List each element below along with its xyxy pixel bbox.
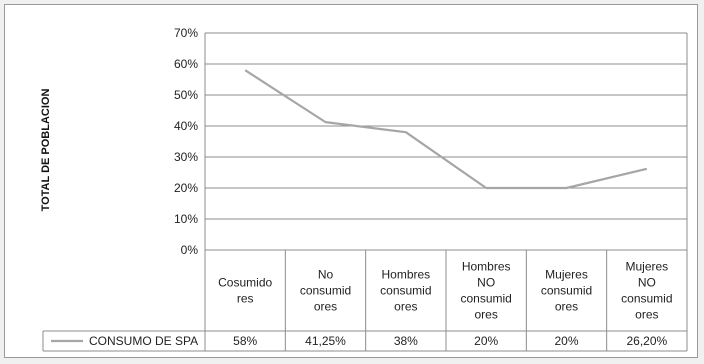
- category-label: Hombres NO consumid ores: [460, 260, 511, 322]
- chart-frame: 0% 10% 20% 30% 40% 50% 60% 70% Cosumido res No con…: [4, 4, 698, 358]
- gridlines: [205, 32, 687, 251]
- data-table-value: 20%: [474, 334, 498, 348]
- y-tick-label: 10%: [174, 212, 198, 226]
- value-labels: 58% 41,25% 38% 20% 20% 26,20%: [233, 334, 667, 348]
- series-group: [244, 69, 648, 190]
- category-label: Mujeres consumid ores: [541, 268, 592, 314]
- y-tick-label: 20%: [174, 181, 198, 195]
- y-axis-title: TOTAL DE POBLACION: [40, 89, 52, 212]
- data-table: [42, 33, 688, 352]
- category-label: No consumid ores: [300, 268, 351, 314]
- y-axis-ticks: 0% 10% 20% 30% 40% 50% 60% 70%: [174, 26, 198, 257]
- category-labels: Cosumido res No consumid ores Hombres consumid…: [218, 260, 672, 322]
- y-tick-label: 50%: [174, 88, 198, 102]
- y-tick-label: 70%: [174, 26, 198, 40]
- data-table-value: 20%: [554, 334, 578, 348]
- data-table-value: 58%: [233, 334, 257, 348]
- data-table-value: 26,20%: [626, 334, 667, 348]
- category-label: Cosumido res: [218, 276, 272, 306]
- data-table-value: 38%: [394, 334, 418, 348]
- series-line: [244, 69, 648, 190]
- line-chart: 0% 10% 20% 30% 40% 50% 60% 70% Cosumido res No con…: [40, 26, 688, 352]
- legend: CONSUMO DE SPA: [51, 334, 198, 348]
- y-tick-label: 30%: [174, 150, 198, 164]
- category-label: Mujeres NO consumid ores: [621, 260, 672, 322]
- category-label: Hombres consumid ores: [380, 268, 431, 314]
- y-tick-label: 60%: [174, 57, 198, 71]
- y-tick-label: 0%: [181, 243, 199, 257]
- legend-label: CONSUMO DE SPA: [89, 334, 198, 348]
- y-tick-label: 40%: [174, 119, 198, 133]
- data-table-value: 41,25%: [305, 334, 346, 348]
